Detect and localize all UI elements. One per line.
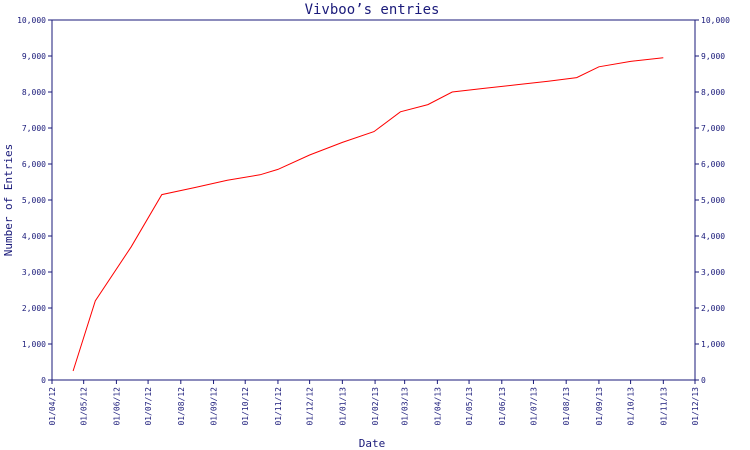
x-tick-label: 01/05/12	[80, 387, 89, 426]
y-tick-label-left: 6,000	[22, 160, 46, 169]
y-tick-label-left: 0	[41, 376, 46, 385]
y-tick-label-right: 1,000	[701, 340, 725, 349]
y-tick-label-right: 3,000	[701, 268, 725, 277]
x-tick-label: 01/06/12	[112, 387, 121, 426]
x-tick-label: 01/05/13	[465, 387, 474, 426]
x-tick-label: 01/09/12	[210, 387, 219, 426]
x-axis: 01/04/12 01/05/12 01/06/12 01/07/12 01/08/12…	[48, 380, 700, 426]
x-tick-label: 01/10/12	[241, 387, 250, 426]
y-tick-label-left: 5,000	[22, 196, 46, 205]
x-tick-label: 01/07/12	[144, 387, 153, 426]
chart-title: Vivboo’s entries	[305, 2, 440, 18]
x-axis-label: Date	[359, 437, 386, 450]
x-tick-label: 01/04/12	[48, 387, 57, 426]
x-tick-label: 01/06/13	[498, 387, 507, 426]
series-line	[72, 57, 664, 372]
y-tick-label-left: 10,000	[17, 16, 46, 25]
x-tick-label: 01/09/13	[595, 387, 604, 426]
y-tick-label-left: 7,000	[22, 124, 46, 133]
y-tick-label-right: 7,000	[701, 124, 725, 133]
y-tick-label-left: 9,000	[22, 52, 46, 61]
x-tick-label: 01/11/12	[274, 387, 283, 426]
y-axis-label: Number of Entries	[2, 144, 15, 257]
plot-frame	[51, 19, 696, 381]
y-tick-label-left: 4,000	[22, 232, 46, 241]
x-tick-label: 01/10/13	[627, 387, 636, 426]
x-tick-label: 01/08/12	[177, 387, 186, 426]
y-tick-label-right: 5,000	[701, 196, 725, 205]
x-tick-label: 01/12/12	[306, 387, 315, 426]
x-tick-label: 01/04/13	[433, 387, 442, 426]
y-axis-left: 0 1,000 2,000 3,000 4,000 5,000 6,000 7,000 8,00…	[17, 16, 52, 385]
x-tick-label: 01/02/13	[371, 387, 380, 426]
x-tick-label: 01/12/13	[691, 387, 700, 426]
y-tick-label-right: 0	[701, 376, 706, 385]
x-tick-label: 01/01/13	[338, 387, 347, 426]
x-tick-label: 01/08/13	[562, 387, 571, 426]
y-tick-label-right: 2,000	[701, 304, 725, 313]
y-tick-label-right: 4,000	[701, 232, 725, 241]
x-tick-label: 01/07/13	[529, 387, 538, 426]
y-tick-label-left: 3,000	[22, 268, 46, 277]
y-tick-label-right: 9,000	[701, 52, 725, 61]
y-tick-label-left: 1,000	[22, 340, 46, 349]
y-axis-right: 0 1,000 2,000 3,000 4,000 5,000 6,000 7,000 8,00…	[695, 16, 730, 385]
y-tick-label-right: 8,000	[701, 88, 725, 97]
x-tick-label: 01/11/13	[659, 387, 668, 426]
y-tick-label-right: 6,000	[701, 160, 725, 169]
x-tick-label: 01/03/13	[401, 387, 410, 426]
y-tick-label-left: 8,000	[22, 88, 46, 97]
y-tick-label-right: 10,000	[701, 16, 730, 25]
y-tick-label-left: 2,000	[22, 304, 46, 313]
